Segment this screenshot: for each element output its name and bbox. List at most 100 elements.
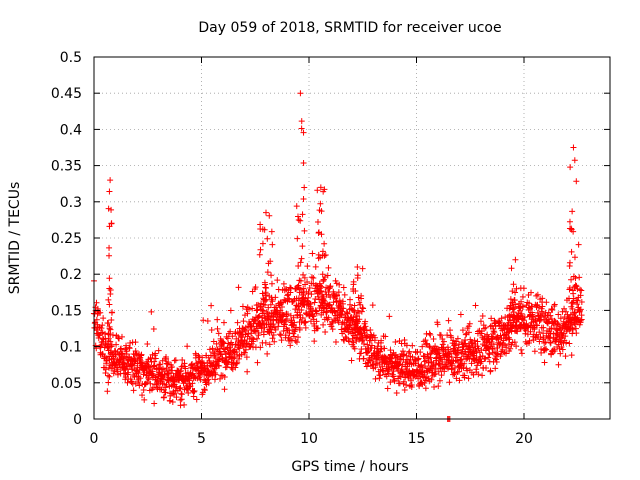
data-point: [269, 241, 276, 248]
data-point: [150, 325, 157, 332]
data-point: [209, 345, 216, 352]
data-point: [575, 241, 582, 248]
data-point: [107, 286, 114, 293]
data-point: [263, 209, 269, 216]
data-point: [543, 346, 550, 353]
data-point: [364, 341, 371, 348]
data-point: [163, 360, 170, 367]
data-point: [211, 366, 218, 373]
x-axis-label: GPS time / hours: [291, 459, 408, 475]
data-point: [403, 382, 410, 389]
data-point: [440, 338, 447, 345]
data-point: [360, 324, 367, 331]
data-point: [270, 331, 277, 338]
data-point: [513, 285, 520, 292]
data-point: [147, 355, 154, 362]
data-point: [211, 350, 218, 357]
data-point: [257, 225, 264, 232]
y-tick-label: 0.4: [60, 122, 82, 138]
data-point: [155, 347, 162, 354]
data-point: [488, 315, 495, 322]
data-point: [456, 377, 463, 384]
data-point: [332, 338, 339, 345]
data-point: [485, 354, 492, 361]
data-point: [270, 321, 277, 328]
data-point: [285, 295, 292, 302]
data-point: [340, 305, 347, 312]
data-point: [447, 348, 454, 355]
data-point: [539, 303, 546, 310]
data-point: [513, 343, 520, 350]
data-point: [346, 322, 353, 329]
data-point: [136, 382, 143, 389]
data-point: [404, 356, 411, 363]
data-point: [141, 396, 148, 403]
y-tick-label: 0.15: [51, 303, 82, 319]
data-point: [486, 351, 493, 358]
data-point: [427, 350, 434, 357]
data-point: [357, 301, 364, 308]
data-point: [566, 285, 573, 292]
data-point: [282, 332, 289, 339]
data-point: [102, 366, 109, 373]
data-point: [560, 340, 567, 347]
data-point: [293, 324, 300, 331]
data-point: [264, 350, 271, 357]
data-point: [325, 264, 332, 271]
x-tick-label: 0: [90, 431, 99, 447]
data-point: [507, 314, 514, 321]
data-point: [489, 345, 496, 352]
data-point: [344, 310, 351, 317]
data-point: [151, 358, 158, 365]
data-point: [315, 230, 322, 237]
data-point: [339, 298, 346, 305]
data-point: [267, 301, 274, 308]
data-point: [312, 307, 319, 314]
data-point: [106, 323, 113, 330]
data-point: [479, 313, 486, 320]
data-point: [255, 330, 262, 337]
data-point: [211, 376, 218, 383]
data-point: [132, 348, 139, 355]
data-point: [408, 377, 415, 384]
y-tick-label: 0.05: [51, 376, 82, 392]
data-point: [525, 306, 532, 313]
data-point: [446, 379, 453, 386]
data-point: [324, 308, 331, 315]
data-point: [427, 354, 434, 361]
data-point: [435, 350, 442, 357]
data-point: [93, 316, 100, 323]
data-point: [249, 305, 256, 312]
data-point: [216, 356, 223, 363]
data-point: [214, 316, 221, 323]
data-point: [244, 310, 251, 317]
data-point: [541, 345, 548, 352]
data-point: [348, 357, 355, 364]
data-point: [322, 252, 329, 259]
data-point: [301, 274, 308, 281]
data-point: [206, 346, 213, 353]
data-point: [356, 316, 363, 323]
data-point: [267, 258, 274, 265]
data-point: [432, 365, 439, 372]
y-tick-label: 0.5: [60, 50, 82, 66]
data-point: [506, 312, 513, 319]
data-point: [137, 375, 144, 382]
data-point: [227, 307, 234, 314]
data-point: [576, 307, 583, 314]
data-point: [574, 297, 581, 304]
data-point: [173, 394, 180, 401]
data-point: [336, 281, 343, 288]
data-point: [527, 328, 534, 335]
data-point: [205, 380, 212, 387]
data-point: [573, 283, 580, 290]
data-point: [129, 366, 136, 373]
data-point: [568, 248, 575, 255]
data-point: [508, 265, 515, 272]
data-point: [308, 291, 315, 298]
data-point: [234, 319, 241, 326]
data-point: [569, 305, 576, 312]
data-point: [106, 252, 113, 259]
data-point: [256, 251, 263, 258]
